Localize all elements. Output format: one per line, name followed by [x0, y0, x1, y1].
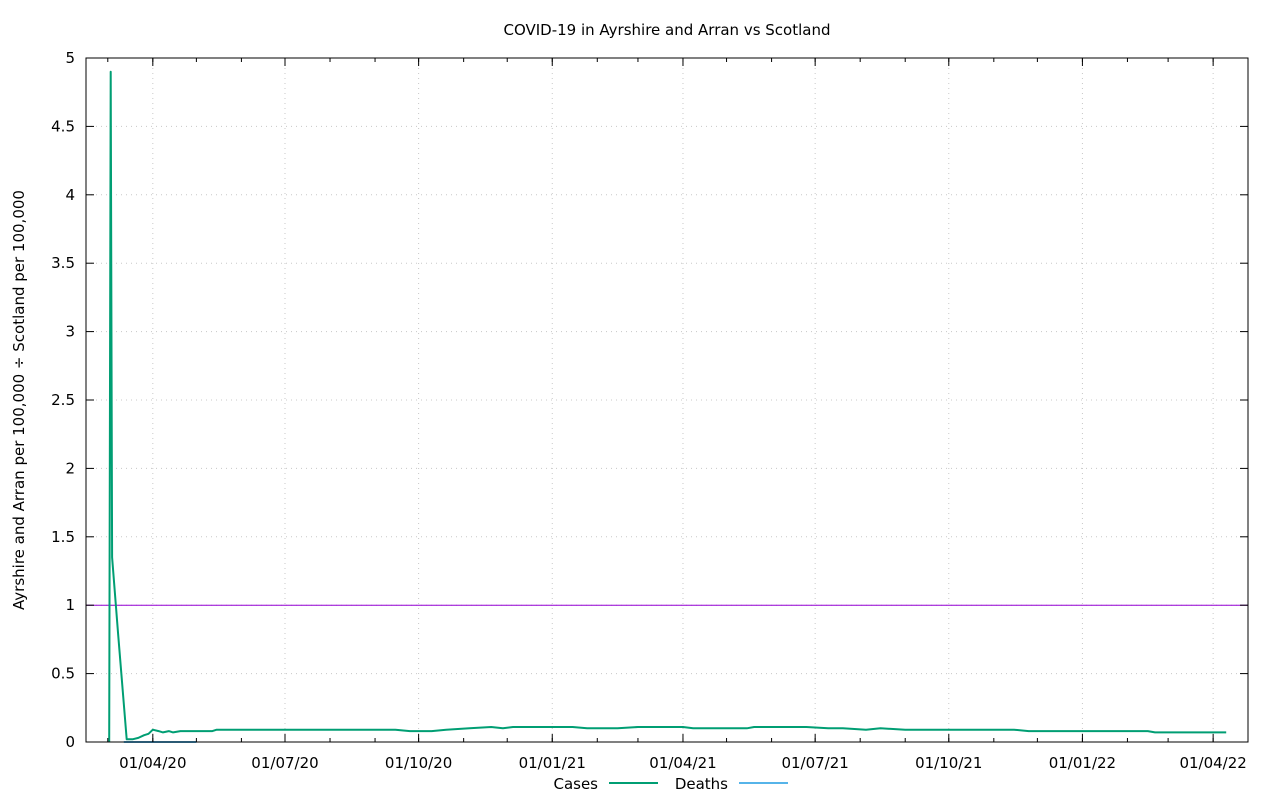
y-tick-label: 4.5 [51, 117, 75, 135]
x-tick-label: 01/04/20 [119, 754, 186, 772]
legend: Cases Deaths [553, 775, 788, 793]
x-tick-label: 01/10/21 [915, 754, 982, 772]
axis-ticks [86, 57, 1248, 743]
y-tick-label: 5 [65, 49, 75, 67]
x-tick-label: 01/04/21 [649, 754, 716, 772]
y-tick-label: 3 [65, 323, 75, 341]
y-tick-label: 3.5 [51, 254, 75, 272]
y-tick-label: 2.5 [51, 391, 75, 409]
x-tick-label: 01/01/21 [519, 754, 586, 772]
x-tick-label: 01/10/20 [385, 754, 452, 772]
x-tick-label: 01/04/22 [1179, 754, 1246, 772]
y-tick-label: 4 [65, 186, 75, 204]
tick-labels: 0 0.5 1 1.5 2 2.5 3 3.5 4 4.5 5 01/04/20 01/07/20 01/… [51, 49, 1247, 772]
y-axis-label: Ayrshire and Arran per 100,000 ÷ Scotlan… [10, 190, 28, 610]
legend-label-deaths: Deaths [675, 775, 728, 793]
grid-lines [86, 58, 1248, 742]
x-tick-label: 01/07/21 [781, 754, 848, 772]
series-line-cases [108, 70, 1227, 742]
y-tick-label: 2 [65, 459, 75, 477]
series-lines [108, 70, 1227, 743]
y-tick-label: 1.5 [51, 528, 75, 546]
chart-title: COVID-19 in Ayrshire and Arran vs Scotla… [503, 21, 830, 39]
x-tick-label: 01/01/22 [1049, 754, 1116, 772]
y-tick-label: 0 [65, 733, 75, 751]
y-tick-label: 0.5 [51, 665, 75, 683]
x-tick-label: 01/07/20 [251, 754, 318, 772]
legend-label-cases: Cases [553, 775, 598, 793]
y-tick-label: 1 [65, 596, 75, 614]
